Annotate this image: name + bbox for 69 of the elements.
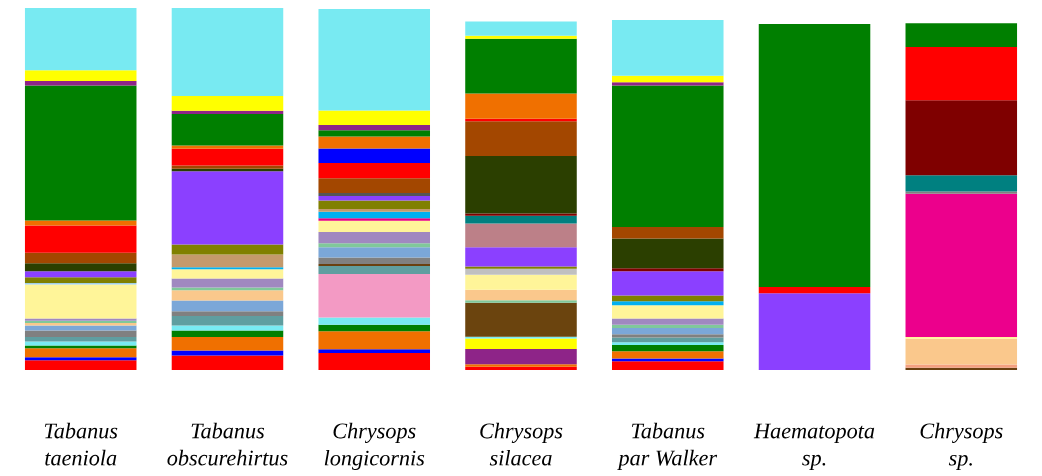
bar bbox=[171, 300, 284, 312]
x-tick-label: Haematopota sp. bbox=[753, 423, 875, 471]
bar bbox=[611, 227, 724, 239]
bar bbox=[465, 215, 577, 224]
bar bbox=[24, 330, 137, 338]
bar bbox=[318, 263, 431, 267]
bar bbox=[318, 9, 431, 111]
bar bbox=[905, 193, 1018, 338]
bar bbox=[171, 325, 284, 331]
bar bbox=[318, 192, 431, 196]
bar bbox=[465, 93, 577, 119]
bar bbox=[171, 337, 284, 351]
x-tick-label: Chrysops longicornis bbox=[324, 422, 425, 471]
bar bbox=[24, 220, 137, 226]
bar bbox=[24, 341, 137, 346]
x-tick-label: Tabanus par Walker bbox=[617, 422, 718, 471]
bar bbox=[611, 271, 724, 296]
bar bbox=[465, 213, 577, 216]
bar bbox=[24, 325, 137, 331]
bar bbox=[318, 317, 431, 325]
bar bbox=[611, 328, 724, 335]
bar bbox=[465, 121, 577, 157]
bar bbox=[318, 331, 431, 350]
bar bbox=[318, 324, 431, 332]
bar bbox=[611, 334, 724, 338]
bar bbox=[611, 345, 724, 352]
bar bbox=[24, 345, 137, 349]
bar bbox=[24, 85, 137, 221]
bar bbox=[171, 311, 284, 317]
bar bbox=[465, 156, 577, 214]
bar bbox=[611, 238, 724, 269]
bar bbox=[24, 263, 137, 272]
bar bbox=[171, 355, 284, 370]
bar bbox=[611, 351, 724, 359]
bar bbox=[171, 269, 284, 279]
bar bbox=[465, 38, 577, 94]
bar bbox=[465, 268, 577, 275]
bar bbox=[171, 287, 284, 291]
bar bbox=[318, 274, 431, 318]
bar bbox=[24, 284, 137, 319]
bar bbox=[318, 352, 431, 370]
x-tick-label: Tabanus taeniola bbox=[44, 422, 118, 466]
bar bbox=[24, 360, 137, 370]
bar bbox=[171, 267, 284, 270]
bar bbox=[171, 290, 284, 301]
x-tick-label: Chrysops sp. bbox=[920, 422, 1003, 471]
bar bbox=[465, 223, 577, 248]
bar bbox=[24, 252, 137, 264]
bar bbox=[24, 357, 137, 361]
x-tick-label: Tabanus obscurehirtus bbox=[167, 422, 288, 466]
bar bbox=[611, 268, 724, 272]
bar bbox=[318, 124, 431, 131]
x-tick-label: Chrysops silacea bbox=[480, 422, 563, 466]
bar bbox=[171, 350, 284, 356]
bar bbox=[24, 225, 137, 253]
bar bbox=[171, 254, 284, 268]
bar bbox=[465, 302, 577, 337]
bar bbox=[611, 358, 724, 362]
bar bbox=[611, 342, 724, 346]
bar bbox=[318, 349, 431, 353]
bar bbox=[171, 278, 284, 288]
bar bbox=[318, 218, 431, 221]
bar bbox=[611, 337, 724, 343]
bar bbox=[24, 348, 137, 358]
bar bbox=[24, 337, 137, 342]
bar bbox=[171, 316, 284, 326]
bar bbox=[611, 361, 724, 370]
bar bbox=[318, 110, 431, 125]
bar bbox=[171, 330, 284, 338]
